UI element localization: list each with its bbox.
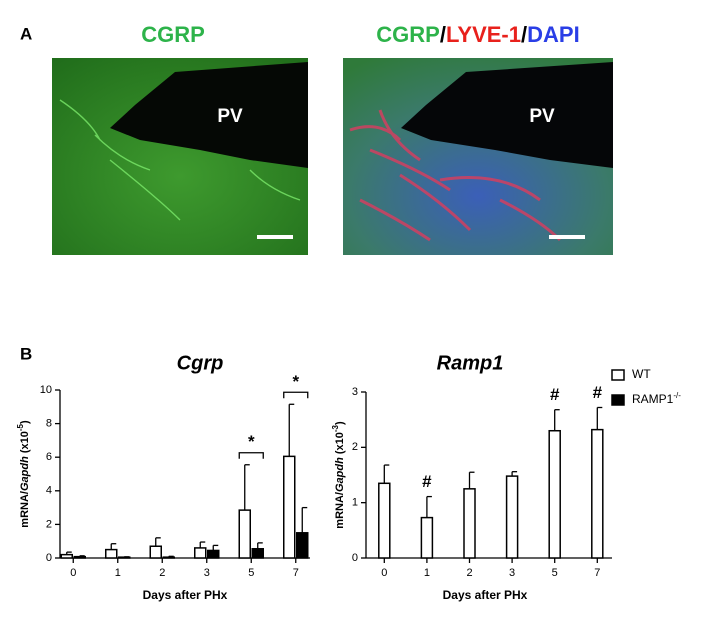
image-marker: PV xyxy=(529,106,555,127)
y-tick-label: 8 xyxy=(46,418,52,430)
panel-label: B xyxy=(20,344,32,363)
x-tick-label: 7 xyxy=(293,567,299,579)
y-axis-label: mRNA/Gapdh (x10-3) xyxy=(331,421,346,529)
x-tick-label: 1 xyxy=(115,567,121,579)
legend-text: RAMP1 xyxy=(632,392,674,406)
y-label-part: ) xyxy=(19,420,31,424)
legend-label: RAMP1-/- xyxy=(632,391,681,407)
legend-text: WT xyxy=(632,367,651,381)
x-tick-label: 7 xyxy=(594,567,600,579)
y-tick-label: 0 xyxy=(352,552,358,564)
legend-label: WT xyxy=(632,367,651,381)
image-marker: PV xyxy=(217,106,243,127)
x-tick-label: 3 xyxy=(204,567,210,579)
x-tick-label: 0 xyxy=(381,567,387,579)
title-part: / xyxy=(440,22,446,47)
x-tick-label: 2 xyxy=(466,567,472,579)
panel-label: A xyxy=(20,24,32,43)
legend-text: -/- xyxy=(673,391,681,400)
x-tick-label: 1 xyxy=(424,567,430,579)
micrograph xyxy=(52,58,308,255)
title-part: CGRP xyxy=(376,22,440,47)
chart-title: Cgrp xyxy=(177,352,224,374)
bar xyxy=(207,549,220,559)
bar xyxy=(378,482,391,559)
y-label-part: Gapdh xyxy=(334,457,346,492)
bar xyxy=(149,545,162,559)
y-tick-label: 10 xyxy=(40,384,52,396)
x-tick-label: 5 xyxy=(552,567,558,579)
y-tick-label: 2 xyxy=(352,441,358,453)
bar xyxy=(251,548,264,559)
y-label-part: -5 xyxy=(16,423,25,431)
y-axis-label: mRNA/Gapdh (x10-5) xyxy=(16,420,31,528)
y-tick-label: 2 xyxy=(46,518,52,530)
annotation: * xyxy=(248,432,255,451)
x-tick-label: 2 xyxy=(159,567,165,579)
x-tick-label: 5 xyxy=(248,567,254,579)
bar xyxy=(548,429,561,559)
y-label-part: mRNA/ xyxy=(334,492,346,529)
y-tick-label: 4 xyxy=(46,485,52,497)
bar xyxy=(238,509,251,559)
significance-bracket xyxy=(238,452,264,459)
x-axis-label: Days after PHx xyxy=(143,588,228,602)
bar xyxy=(162,556,175,559)
legend-swatch xyxy=(611,394,625,406)
annotation: # xyxy=(593,383,603,402)
annotation: # xyxy=(550,385,560,404)
y-label-part: ) xyxy=(334,421,346,425)
bar xyxy=(463,488,476,559)
chart-title: Ramp1 xyxy=(437,352,504,374)
x-tick-label: 0 xyxy=(70,567,76,579)
annotation: # xyxy=(422,472,432,491)
title-part: / xyxy=(521,22,527,47)
micrograph xyxy=(343,58,613,255)
y-label-part: -3 xyxy=(331,424,340,432)
legend-swatch xyxy=(611,369,625,381)
title-part: LYVE-1 xyxy=(446,22,521,47)
annotation: * xyxy=(292,372,299,391)
x-axis-label: Days after PHx xyxy=(443,588,528,602)
y-tick-label: 0 xyxy=(46,552,52,564)
image-title: CGRP xyxy=(141,22,205,47)
bar xyxy=(105,548,118,559)
image-title: CGRP/LYVE-1/DAPI xyxy=(376,22,579,47)
bar xyxy=(194,547,207,559)
y-label-part: Gapdh xyxy=(19,456,31,491)
bar xyxy=(505,475,519,559)
y-label-part: mRNA/ xyxy=(19,491,31,528)
y-label-part: (x10 xyxy=(334,432,346,457)
y-tick-label: 6 xyxy=(46,451,52,463)
bar xyxy=(60,553,73,559)
significance-bracket xyxy=(283,391,309,399)
bar xyxy=(118,556,131,559)
bar xyxy=(591,428,604,559)
bar xyxy=(73,555,86,559)
bar xyxy=(296,532,309,559)
title-part: DAPI xyxy=(527,22,580,47)
bar xyxy=(283,455,296,559)
title-part: CGRP xyxy=(141,22,205,47)
y-label-part: (x10 xyxy=(19,431,31,456)
x-tick-label: 3 xyxy=(509,567,515,579)
y-tick-label: 1 xyxy=(352,497,358,509)
y-tick-label: 3 xyxy=(352,386,358,398)
bar xyxy=(420,516,434,559)
